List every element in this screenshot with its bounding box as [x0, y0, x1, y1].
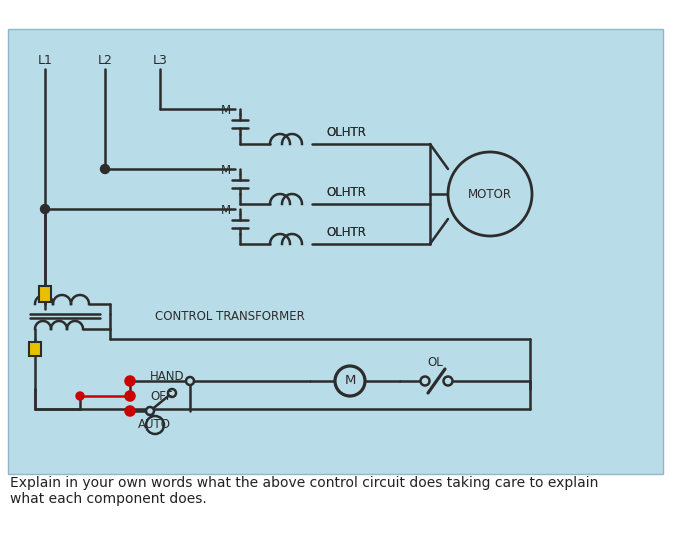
Bar [29, 342, 41, 356]
Text: AUTO: AUTO [138, 418, 171, 431]
Circle shape [146, 407, 154, 415]
Text: OLHTR: OLHTR [326, 225, 366, 238]
Text: OLHTR: OLHTR [326, 126, 366, 139]
Text: M: M [221, 163, 231, 176]
Text: OLHTR: OLHTR [326, 126, 366, 139]
Text: OL: OL [427, 356, 443, 370]
Circle shape [168, 389, 176, 397]
Circle shape [100, 164, 109, 174]
Text: HAND: HAND [150, 370, 185, 384]
Text: MOTOR: MOTOR [468, 188, 512, 201]
Circle shape [125, 391, 134, 400]
Circle shape [41, 204, 50, 213]
Circle shape [125, 406, 134, 416]
Text: M: M [345, 375, 356, 388]
Text: M: M [221, 204, 231, 217]
Circle shape [146, 416, 164, 434]
Text: OFF: OFF [150, 390, 172, 403]
Text: L2: L2 [98, 54, 112, 67]
Text: OLHTR: OLHTR [326, 225, 366, 238]
Text: CONTROL TRANSFORMER: CONTROL TRANSFORMER [155, 309, 304, 322]
Circle shape [76, 392, 84, 400]
Circle shape [421, 377, 430, 385]
Text: OLHTR: OLHTR [326, 185, 366, 198]
Circle shape [444, 377, 453, 385]
Text: M: M [221, 103, 231, 116]
Circle shape [448, 152, 532, 236]
Text: L1: L1 [37, 54, 53, 67]
Text: Explain in your own words what the above control circuit does taking care to exp: Explain in your own words what the above… [10, 476, 599, 506]
Circle shape [186, 377, 194, 385]
Text: OLHTR: OLHTR [326, 185, 366, 198]
Bar [8, 29, 663, 474]
Text: L3: L3 [152, 54, 167, 67]
Circle shape [335, 366, 365, 396]
Circle shape [125, 377, 134, 385]
Bar [39, 286, 51, 302]
